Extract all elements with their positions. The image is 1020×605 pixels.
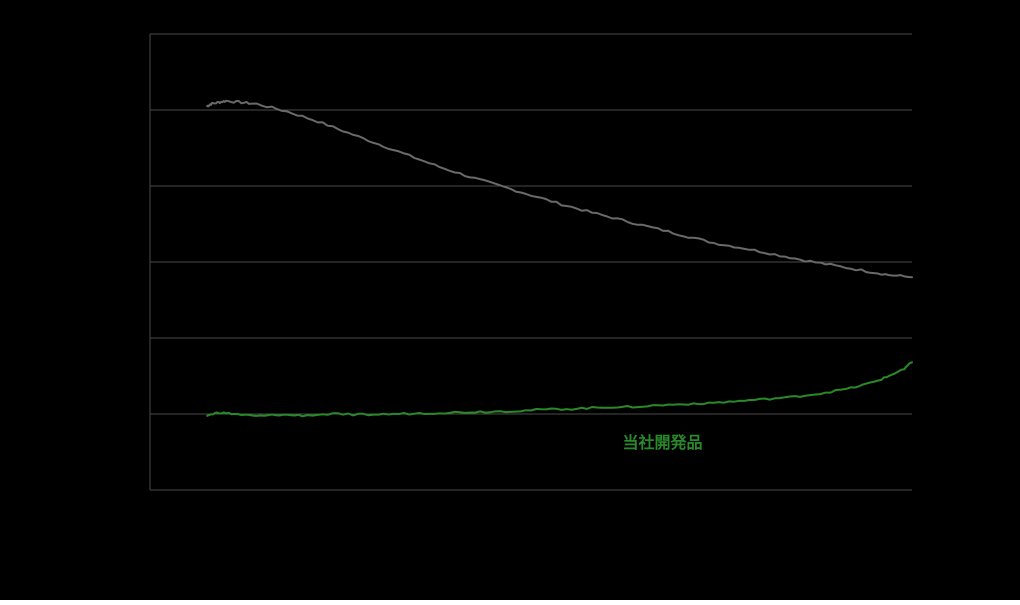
- series-label-green: 当社開発品: [622, 429, 702, 453]
- line-chart: [0, 0, 1020, 600]
- chart-container: 当社開発品: [0, 0, 1020, 600]
